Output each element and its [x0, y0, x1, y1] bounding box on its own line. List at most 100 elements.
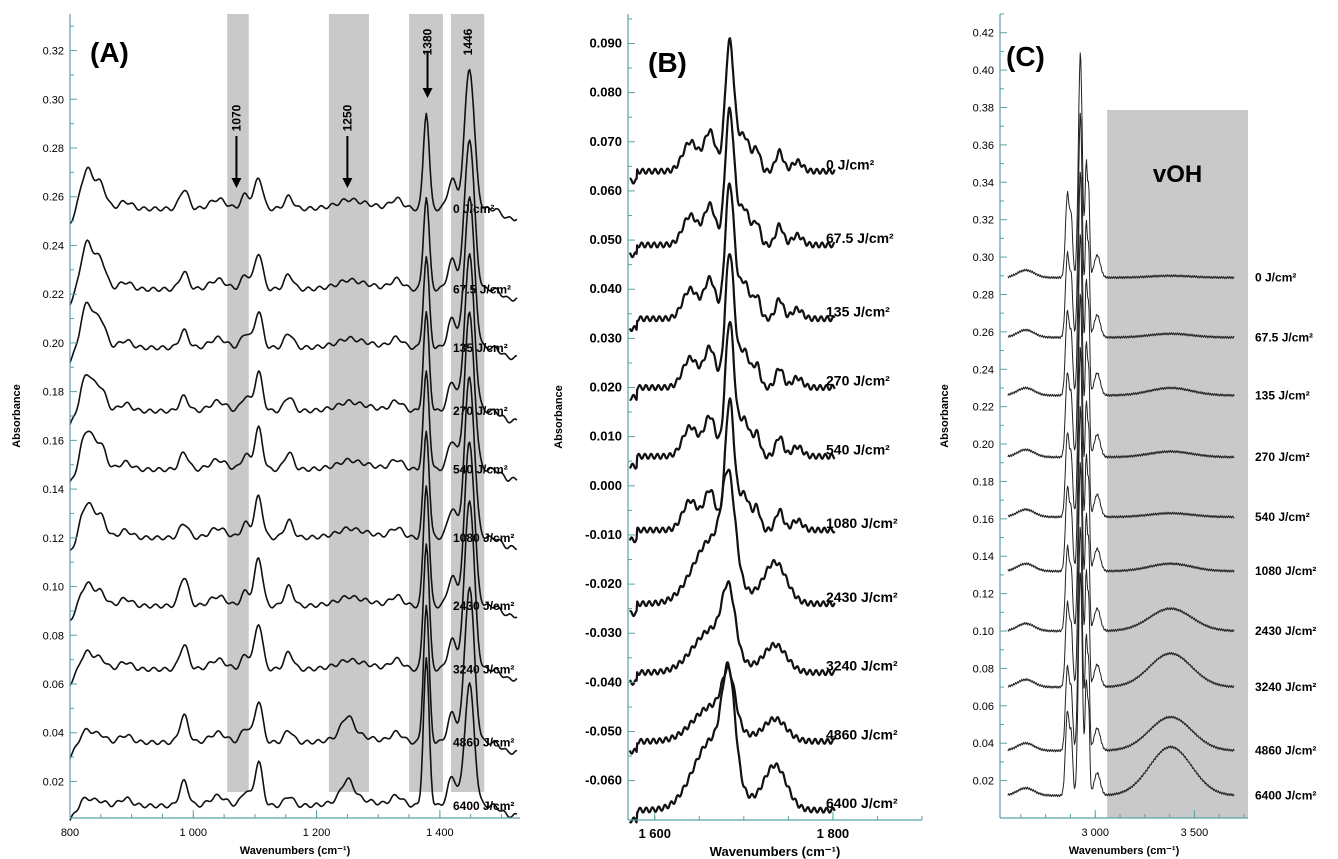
spectrum-line: [69, 139, 518, 306]
x-tick-label: 3 500: [1181, 827, 1209, 839]
spectrum-line: [69, 441, 518, 622]
y-tick-label: 0.090: [589, 35, 622, 50]
spectrum-line: [1007, 526, 1235, 753]
y-tick-label: 0.36: [973, 140, 994, 152]
y-tick-label: 0.26: [973, 327, 994, 339]
y-axis-label: Absorbance: [939, 384, 951, 448]
y-tick-label: 0.080: [589, 85, 622, 100]
dose-label: 270 J/cm²: [826, 373, 890, 389]
dose-label: 2430 J/cm²: [1255, 624, 1316, 638]
spectrum-line: [628, 182, 836, 333]
y-tick-label: 0.18: [973, 476, 994, 488]
spectrum-line: [1007, 293, 1235, 519]
x-axis-label: Wavenumbers (cm⁻¹): [1069, 845, 1180, 857]
y-tick-label: -0.010: [585, 527, 622, 542]
panel-c-chart: vOH 0 J/cm² 67.5 J/cm² 135 J/cm² 270 J/cm² 54…: [939, 13, 1316, 857]
dose-label: 135 J/cm²: [1255, 388, 1310, 402]
x-axis-label: Wavenumbers (cm⁻¹): [240, 845, 351, 857]
spectrum-line: [629, 253, 836, 401]
spectrum-line: [69, 196, 518, 364]
spectrum-line: [69, 376, 518, 551]
dose-label: 4860 J/cm²: [1255, 744, 1316, 758]
panel-label: (B): [648, 47, 687, 78]
y-axis-label: Absorbance: [11, 384, 23, 448]
spectrum-line: [69, 68, 518, 225]
dose-label: 67.5 J/cm²: [1255, 330, 1313, 344]
spectrum-line: [1007, 171, 1235, 397]
band-label: 1446: [461, 28, 475, 55]
y-tick-label: -0.020: [585, 576, 622, 591]
dose-label: 0 J/cm²: [826, 156, 875, 172]
y-tick-label: 0.030: [589, 330, 622, 345]
y-tick-label: 0.070: [589, 134, 622, 149]
shaded-band-0: [227, 14, 249, 792]
band-label: 1250: [340, 104, 354, 131]
spectrum-line: [629, 37, 836, 185]
y-tick-label: 0.16: [43, 435, 64, 447]
y-tick-label: 0.020: [589, 380, 622, 395]
y-tick-label: 0.38: [973, 102, 994, 114]
y-tick-label: 0.30: [973, 252, 994, 264]
x-tick-label: 800: [61, 827, 79, 839]
voh-region: [1107, 110, 1248, 818]
spectrum-line: [1007, 572, 1235, 798]
dose-label: 3240 J/cm²: [453, 662, 514, 676]
spectrum-line: [69, 586, 518, 759]
y-tick-label: 0.26: [43, 192, 64, 204]
dose-label: 135 J/cm²: [826, 304, 890, 320]
spectrum-line: [628, 661, 836, 824]
dose-label: 540 J/cm²: [826, 441, 890, 457]
y-tick-label: 0.14: [973, 551, 994, 563]
shaded-band-2: [409, 14, 443, 792]
dose-label: 0 J/cm²: [453, 202, 494, 216]
spectrum-line: [69, 253, 518, 425]
x-axis-label: Wavenumbers (cm⁻¹): [710, 844, 841, 859]
y-tick-label: 0.20: [43, 338, 64, 350]
dose-label: 270 J/cm²: [1255, 450, 1310, 464]
spectrum-line: [1007, 405, 1235, 633]
y-tick-label: 0.22: [973, 402, 994, 414]
dose-label: 135 J/cm²: [453, 341, 508, 355]
panel-label: (A): [90, 37, 129, 68]
y-tick-label: 0.28: [43, 143, 64, 155]
y-tick-label: 0.06: [973, 701, 994, 713]
annotation-arrowhead: [342, 178, 353, 188]
y-tick-label: 0.06: [43, 679, 64, 691]
y-tick-label: 0.08: [43, 630, 64, 642]
y-tick-label: 0.32: [973, 215, 994, 227]
band-label: 1070: [229, 104, 243, 131]
y-tick-label: 0.20: [973, 439, 994, 451]
dose-label: 6400 J/cm²: [1255, 789, 1316, 803]
dose-label: 1080 J/cm²: [1255, 564, 1316, 578]
dose-label: 2430 J/cm²: [826, 589, 898, 605]
x-tick-label: 3 000: [1081, 827, 1109, 839]
spectrum-line: [1007, 462, 1235, 689]
spectrum-line: [629, 468, 836, 618]
y-tick-label: 0.050: [589, 232, 622, 247]
y-tick-label: 0.12: [973, 589, 994, 601]
dose-label: 540 J/cm²: [453, 463, 508, 477]
x-tick-label: 1 800: [817, 826, 850, 841]
panel-a-chart: 0 J/cm² 67.5 J/cm² 135 J/cm² 270 J/cm² 540 J…: [11, 14, 520, 857]
y-tick-label: -0.040: [585, 674, 622, 689]
shaded-band-3: [450, 14, 485, 792]
voh-region-label: vOH: [1153, 161, 1202, 188]
x-tick-label: 1 200: [303, 827, 331, 839]
dose-label: 540 J/cm²: [1255, 510, 1310, 524]
y-tick-label: 0.10: [973, 626, 994, 638]
dose-label: 6400 J/cm²: [453, 799, 514, 813]
dose-label: 3240 J/cm²: [826, 658, 898, 674]
spectrum-line: [628, 397, 836, 544]
x-tick-label: 1 000: [180, 827, 208, 839]
band-label: 1380: [421, 28, 435, 55]
dose-label: 3240 J/cm²: [1255, 680, 1316, 694]
dose-label: 1080 J/cm²: [453, 531, 514, 545]
y-tick-label: 0.02: [43, 776, 64, 788]
y-tick-label: 0.010: [589, 429, 622, 444]
y-tick-label: 0.28: [973, 289, 994, 301]
y-tick-label: 0.08: [973, 663, 994, 675]
y-tick-label: 0.24: [43, 240, 64, 252]
y-tick-label: 0.24: [973, 364, 994, 376]
y-tick-label: 0.22: [43, 289, 64, 301]
y-tick-label: -0.050: [585, 724, 622, 739]
